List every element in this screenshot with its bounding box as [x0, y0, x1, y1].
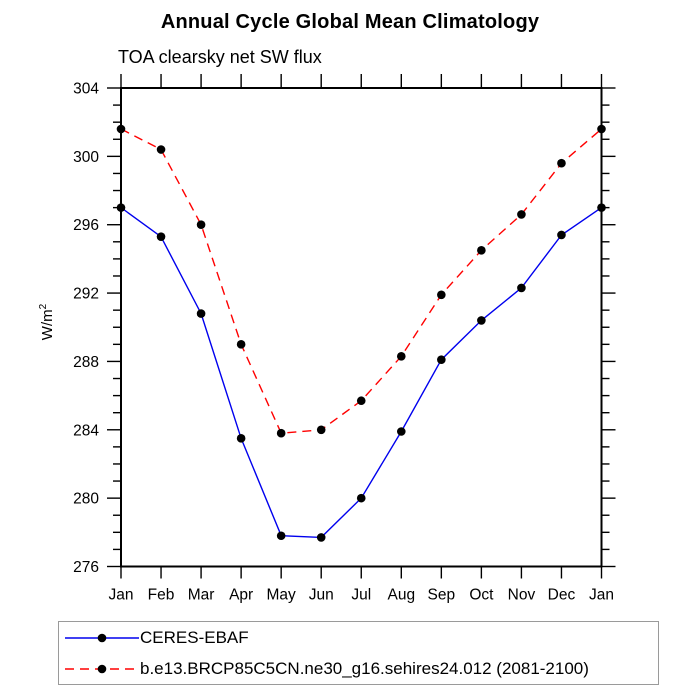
y-tick-label: 296	[73, 217, 99, 234]
data-point-marker	[477, 316, 486, 325]
y-tick-label: 276	[73, 559, 99, 576]
legend-label-ceres: CERES-EBAF	[140, 628, 249, 647]
legend-swatch-dashed-line-dot-icon	[65, 664, 139, 673]
data-point-marker	[156, 145, 166, 154]
y-tick-label: 288	[73, 354, 99, 371]
legend-swatch-solid-line-dot-icon	[65, 633, 139, 642]
x-tick-label: May	[267, 587, 297, 604]
x-tick-label: Jan	[589, 587, 614, 604]
data-point-marker	[557, 158, 566, 168]
legend-marker-dot	[97, 633, 107, 642]
x-tick-label: Dec	[548, 587, 576, 604]
legend-marker-dot	[97, 664, 107, 673]
data-point-marker	[196, 220, 206, 230]
series-line-0	[120, 207, 602, 539]
data-point-marker	[116, 124, 126, 134]
series-line-1	[120, 128, 602, 434]
y-tick-label: 292	[73, 286, 99, 303]
x-tick-label: Jan	[109, 587, 134, 604]
data-point-marker	[116, 203, 126, 212]
x-tick-label: Sep	[428, 587, 456, 604]
data-point-marker	[597, 124, 606, 134]
data-point-marker	[396, 352, 406, 361]
data-point-marker	[517, 210, 526, 219]
x-tick-label: Nov	[508, 587, 536, 604]
data-point-marker	[597, 203, 606, 212]
data-point-marker	[316, 425, 326, 435]
data-point-marker	[517, 283, 526, 293]
data-point-marker	[356, 493, 366, 503]
y-tick-label: 284	[73, 422, 99, 439]
data-point-marker	[276, 428, 286, 438]
legend-row-ceres: CERES-EBAF	[59, 622, 658, 653]
x-tick-label: Aug	[387, 587, 415, 604]
x-tick-label: Feb	[148, 587, 175, 604]
data-point-marker	[236, 340, 246, 349]
x-tick-label: Jul	[351, 587, 371, 604]
x-tick-label: Apr	[229, 587, 253, 604]
y-tick-label: 304	[73, 81, 99, 98]
x-tick-label: Oct	[469, 587, 494, 604]
legend-box: CERES-EBAF b.e13.BRCP85C5CN.ne30_g16.seh…	[58, 621, 659, 685]
data-point-marker	[316, 533, 326, 542]
chart-subtitle: TOA clearsky net SW flux	[118, 47, 322, 67]
data-point-marker	[196, 309, 206, 318]
data-point-marker	[236, 434, 246, 443]
data-point-marker	[276, 531, 286, 541]
data-point-marker	[557, 230, 566, 240]
data-point-marker	[156, 232, 166, 241]
legend-label-model: b.e13.BRCP85C5CN.ne30_g16.sehires24.012 …	[140, 659, 589, 678]
data-point-marker	[477, 246, 486, 255]
x-tick-label: Mar	[188, 587, 215, 604]
data-point-marker	[437, 290, 446, 300]
legend-row-model: b.e13.BRCP85C5CN.ne30_g16.sehires24.012 …	[59, 653, 658, 684]
chart-title: Annual Cycle Global Mean Climatology	[160, 11, 540, 33]
x-tick-label: Jun	[309, 587, 334, 604]
data-point-marker	[437, 355, 446, 365]
y-tick-label: 300	[73, 149, 99, 166]
data-point-marker	[356, 396, 366, 406]
data-point-marker	[396, 427, 406, 436]
y-tick-label: 280	[73, 491, 99, 508]
